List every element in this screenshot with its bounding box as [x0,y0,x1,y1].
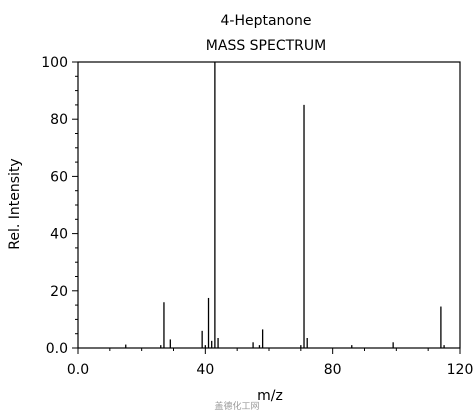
chart-title: 4-Heptanone [221,13,312,29]
x-tick-label: 40 [196,362,214,378]
y-tick-label: 80 [50,112,68,128]
x-axis-ticks: 0.0 40 80 120 [67,348,474,378]
y-tick-label: 40 [50,227,68,243]
chart-subtitle: MASS SPECTRUM [206,38,326,54]
plot-border [77,61,461,349]
x-tick-label: 80 [324,362,342,378]
y-tick-label: 100 [41,55,68,71]
y-tick-label: 0.0 [46,341,68,357]
y-tick-label: 20 [50,284,68,300]
x-axis-label: m/z [257,388,283,404]
x-tick-label: 0.0 [67,362,89,378]
plot-frame [77,61,461,349]
y-tick-label: 60 [50,169,68,185]
y-axis-ticks: 0.0 20 40 60 80 100 [41,55,78,357]
spectrum-peaks [125,62,445,348]
watermark-text: 盖德化工网 [214,400,259,412]
y-axis-label: Rel. Intensity [7,158,23,249]
x-tick-label: 120 [447,362,474,378]
